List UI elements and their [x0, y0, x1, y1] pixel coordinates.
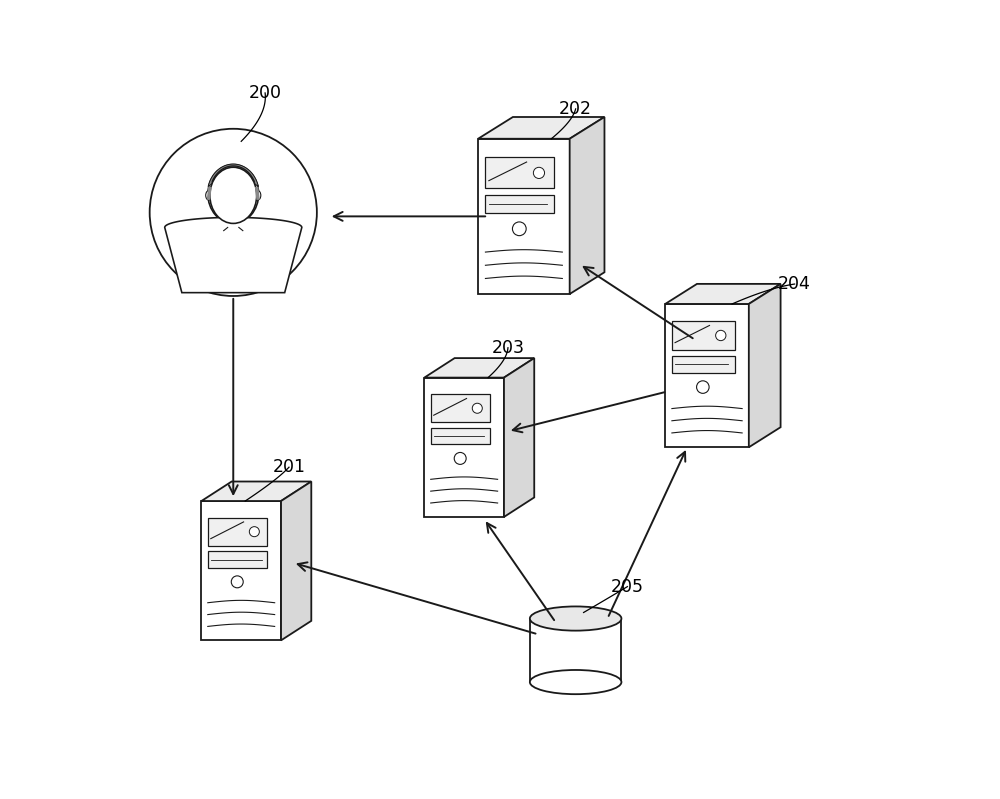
- Polygon shape: [530, 618, 621, 682]
- Ellipse shape: [530, 670, 621, 694]
- Polygon shape: [570, 117, 604, 294]
- Text: 204: 204: [778, 275, 811, 293]
- Text: 205: 205: [611, 578, 644, 595]
- Polygon shape: [504, 358, 534, 517]
- Circle shape: [512, 222, 526, 236]
- Polygon shape: [485, 195, 554, 213]
- Polygon shape: [228, 221, 239, 228]
- Polygon shape: [665, 304, 749, 447]
- Circle shape: [249, 527, 259, 537]
- Circle shape: [533, 167, 545, 178]
- Polygon shape: [208, 551, 267, 568]
- Polygon shape: [208, 164, 258, 186]
- Circle shape: [716, 330, 726, 340]
- Circle shape: [472, 403, 482, 413]
- Polygon shape: [165, 217, 302, 292]
- Polygon shape: [208, 518, 267, 546]
- Polygon shape: [431, 395, 490, 422]
- Circle shape: [697, 381, 709, 393]
- Polygon shape: [478, 139, 570, 294]
- Text: 200: 200: [249, 84, 282, 102]
- Text: 201: 201: [273, 458, 306, 476]
- Polygon shape: [749, 284, 781, 447]
- Circle shape: [454, 452, 466, 464]
- Text: 203: 203: [491, 339, 524, 356]
- Ellipse shape: [255, 191, 261, 200]
- Text: 202: 202: [559, 100, 592, 118]
- Polygon shape: [201, 501, 281, 640]
- Ellipse shape: [206, 191, 212, 200]
- Polygon shape: [672, 356, 735, 373]
- Ellipse shape: [210, 167, 257, 224]
- Ellipse shape: [530, 606, 621, 630]
- Polygon shape: [424, 378, 504, 517]
- Polygon shape: [478, 117, 604, 139]
- Polygon shape: [431, 427, 490, 444]
- Circle shape: [231, 576, 243, 588]
- Polygon shape: [281, 482, 311, 640]
- Ellipse shape: [208, 165, 259, 224]
- Polygon shape: [672, 321, 735, 350]
- Circle shape: [150, 129, 317, 296]
- Polygon shape: [665, 284, 781, 304]
- Polygon shape: [201, 482, 311, 501]
- Polygon shape: [424, 358, 534, 378]
- Polygon shape: [485, 157, 554, 189]
